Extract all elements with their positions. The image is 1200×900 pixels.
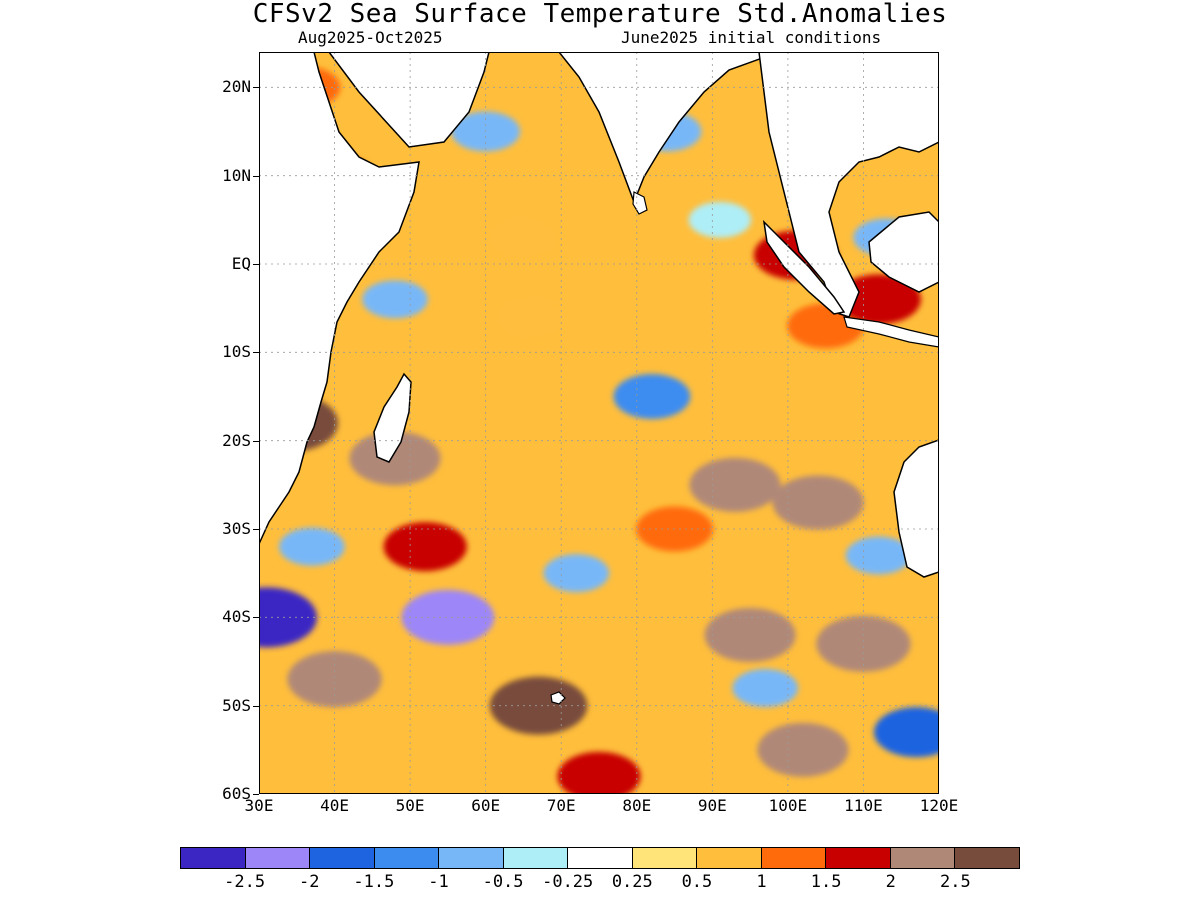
lat-tick (253, 529, 259, 530)
colorbar-tick-label: -0.25 (542, 872, 594, 892)
lat-tick-label: 50S (222, 695, 251, 715)
anomaly-region-14 (489, 218, 558, 257)
lat-lon-grid (259, 52, 939, 794)
lat-tick-label: 20S (222, 430, 251, 450)
anomaly-region-3 (873, 707, 939, 758)
lat-tick-label: 40S (222, 607, 251, 627)
anomaly-region-27 (816, 615, 911, 672)
lat-tick (253, 705, 259, 707)
colorbar-swatch-11 (890, 848, 956, 868)
india-coastline (558, 52, 780, 205)
borneo (868, 211, 939, 293)
land-africa (259, 52, 420, 545)
anomaly-region-4 (613, 374, 691, 419)
anomaly-region-22 (349, 431, 441, 486)
lat-tick (253, 617, 259, 619)
australia-coastline (893, 439, 939, 578)
anomaly-region-12 (732, 669, 799, 707)
southeast-asia-coastline (758, 52, 939, 318)
colorbar-swatch-12 (955, 848, 1019, 868)
colorbar-swatch-7 (632, 848, 698, 868)
colorbar-swatch-5 (503, 848, 569, 868)
anomaly-region-32 (383, 522, 467, 572)
lon-tick-label: 100E (768, 796, 808, 815)
colorbar-tick-label: 1 (756, 872, 767, 892)
lat-tick (253, 352, 259, 354)
anomaly-region-28 (489, 676, 588, 735)
colorbar-swatch-3 (374, 848, 440, 868)
lat-tick-label: 20N (222, 77, 251, 97)
colorbar-swatch-4 (439, 848, 504, 868)
lon-tick-label: 40E (320, 796, 349, 815)
lon-tick-label: 50E (395, 796, 425, 815)
anomaly-region-19 (836, 274, 921, 325)
lat-tick-label: EQ (231, 254, 251, 273)
lon-tick-label: 110E (844, 796, 883, 815)
colorbar-swatch-9 (761, 848, 827, 868)
anomaly-region-23 (689, 457, 781, 512)
anomaly-region-31 (557, 751, 641, 794)
lon-tick-label: 70E (546, 796, 576, 815)
anomaly-region-7 (362, 280, 428, 319)
land-arabia-asia (328, 52, 939, 348)
lat-tick-label: 10N (222, 165, 251, 185)
anomaly-region-30 (757, 722, 849, 777)
colorbar-tick-label: -1 (428, 872, 449, 892)
lat-tick (253, 175, 259, 177)
arabia-india-coastline (328, 52, 490, 148)
colorbar-tick-label: 1.5 (810, 872, 842, 892)
lat-tick-label: 60S (222, 784, 251, 803)
colorbar-tick-label: -2.5 (224, 872, 266, 892)
colorbar-swatch-2 (310, 848, 375, 868)
map-axes (180, 40, 980, 840)
anomaly-region-29 (287, 651, 382, 708)
madagascar (373, 372, 412, 463)
lon-tick-label: 30E (244, 796, 274, 815)
lat-tick (253, 264, 259, 265)
colorbar-swatch-6 (568, 848, 633, 868)
lon-tick-label: 60E (471, 796, 501, 815)
anomaly-region-2 (259, 587, 317, 648)
anomaly-region-24 (772, 475, 864, 530)
colorbar-tick-label: -1.5 (353, 872, 395, 892)
colorbar-tick-label: -2 (298, 872, 320, 892)
lat-tick-label: 10S (222, 342, 251, 362)
lon-tick-label: 120E (919, 796, 959, 815)
colorbar-tick-label: -0.5 (482, 872, 524, 892)
initial-conditions: June2025 initial conditions (621, 28, 882, 47)
anomaly-region-1 (401, 589, 495, 645)
anomaly-region-10 (543, 554, 610, 593)
colorbar-swatch-0 (181, 848, 246, 868)
colorbar-swatch-10 (826, 848, 891, 868)
colorbar-swatch-8 (697, 848, 762, 868)
map-frame (259, 52, 939, 794)
lon-tick-label: 90E (697, 796, 727, 815)
africa-coastline (259, 52, 420, 545)
land-australia (893, 439, 939, 578)
anomaly-region-8 (688, 201, 752, 238)
colorbar-swatch-1 (245, 848, 311, 868)
lon-tick-label: 80E (622, 796, 652, 815)
forecast-period: Aug2025-Oct2025 (298, 28, 443, 47)
lat-tick-label: 30S (222, 519, 251, 538)
chart-title: CFSv2 Sea Surface Temperature Std.Anomal… (252, 0, 948, 29)
lat-tick (253, 440, 259, 442)
colorbar-tick-label: 2 (885, 872, 896, 892)
anomaly-region-11 (279, 527, 345, 566)
anomaly-region-15 (496, 297, 566, 337)
sumatra (762, 219, 846, 315)
colorbar (180, 847, 1020, 869)
java-islands (843, 316, 939, 348)
anomaly-region-13 (845, 536, 912, 575)
lat-tick (253, 87, 259, 89)
colorbar-tick-label: 0.25 (611, 872, 653, 892)
colorbar-tick-label: 2.5 (940, 872, 971, 892)
colorbar-tick-label: 0.5 (681, 872, 713, 892)
anomaly-region-26 (704, 608, 796, 662)
lat-tick (253, 794, 259, 795)
sst-anomaly-map (259, 52, 939, 794)
